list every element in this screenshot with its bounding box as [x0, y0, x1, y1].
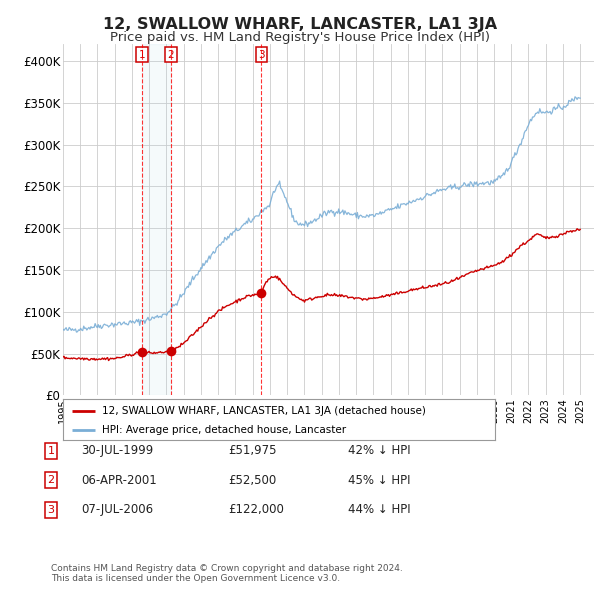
Text: 1: 1	[47, 446, 55, 455]
Text: Price paid vs. HM Land Registry's House Price Index (HPI): Price paid vs. HM Land Registry's House …	[110, 31, 490, 44]
Text: 45% ↓ HPI: 45% ↓ HPI	[348, 474, 410, 487]
Text: 3: 3	[258, 50, 265, 60]
Text: £52,500: £52,500	[228, 474, 276, 487]
Bar	[142, 44, 171, 395]
Text: 2: 2	[167, 50, 174, 60]
Text: 3: 3	[47, 505, 55, 514]
Text: 07-JUL-2006: 07-JUL-2006	[81, 503, 153, 516]
Text: 42% ↓ HPI: 42% ↓ HPI	[348, 444, 410, 457]
Text: £122,000: £122,000	[228, 503, 284, 516]
Text: 06-APR-2001: 06-APR-2001	[81, 474, 157, 487]
Text: 44% ↓ HPI: 44% ↓ HPI	[348, 503, 410, 516]
Text: £51,975: £51,975	[228, 444, 277, 457]
Text: 30-JUL-1999: 30-JUL-1999	[81, 444, 153, 457]
Text: 12, SWALLOW WHARF, LANCASTER, LA1 3JA: 12, SWALLOW WHARF, LANCASTER, LA1 3JA	[103, 17, 497, 31]
Text: 1: 1	[139, 50, 145, 60]
Text: HPI: Average price, detached house, Lancaster: HPI: Average price, detached house, Lanc…	[102, 425, 346, 434]
Text: Contains HM Land Registry data © Crown copyright and database right 2024.
This d: Contains HM Land Registry data © Crown c…	[51, 563, 403, 583]
Text: 2: 2	[47, 476, 55, 485]
Text: 12, SWALLOW WHARF, LANCASTER, LA1 3JA (detached house): 12, SWALLOW WHARF, LANCASTER, LA1 3JA (d…	[102, 406, 426, 416]
